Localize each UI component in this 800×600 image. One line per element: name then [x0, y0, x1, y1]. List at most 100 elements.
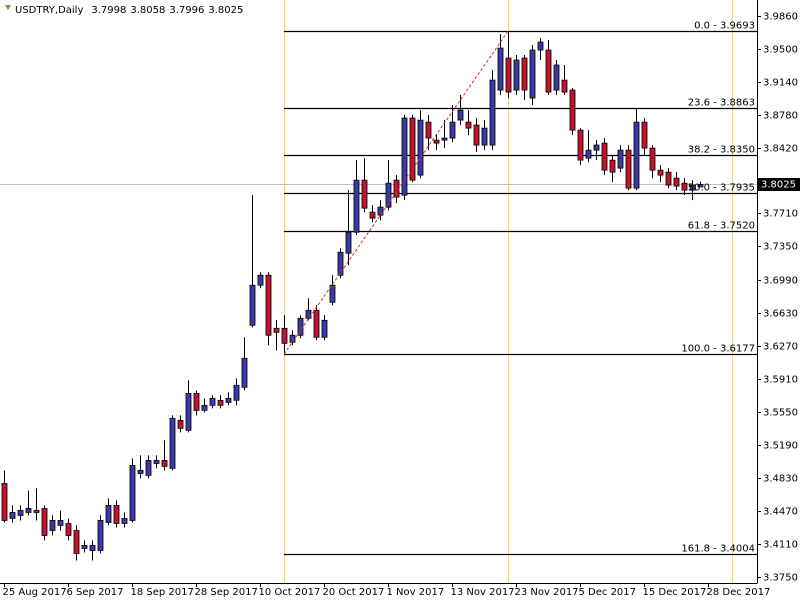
candle-body	[1, 483, 8, 521]
candle-body	[465, 121, 472, 129]
y-tick-label: 3.7350	[763, 242, 798, 253]
candle-body	[425, 121, 432, 139]
header-icon	[5, 5, 11, 10]
candle-body	[409, 117, 416, 181]
candle-body	[265, 274, 272, 336]
candle-body	[225, 397, 232, 403]
candle-body	[137, 470, 144, 474]
candle-body	[529, 49, 536, 99]
x-tick-label: 13 Nov 2017	[451, 587, 515, 598]
x-tick-label: 25 Aug 2017	[3, 587, 67, 598]
candle-body	[25, 508, 32, 513]
y-tick-label: 3.9860	[763, 12, 798, 23]
x-tick-label: 1 Nov 2017	[387, 587, 445, 598]
candle-body	[185, 392, 192, 431]
candle-body	[65, 523, 72, 536]
candle-body	[145, 460, 152, 476]
candle-body	[689, 184, 696, 191]
candle-body	[433, 139, 440, 144]
candle-body	[553, 64, 560, 91]
candle-body	[217, 399, 224, 406]
y-tick-label: 3.4470	[763, 507, 798, 518]
candle-body	[537, 41, 544, 51]
y-tick-label: 3.4830	[763, 474, 798, 485]
candle-body	[601, 142, 608, 171]
x-tick-label: 20 Oct 2017	[323, 587, 385, 598]
fib-label: 23.6 - 3.8863	[688, 98, 755, 109]
candle-body	[121, 518, 128, 524]
fib-label: 38.2 - 3.8350	[688, 145, 755, 156]
y-tick-label: 3.5190	[763, 441, 798, 452]
candle-body	[161, 460, 168, 467]
candle-body	[49, 520, 56, 531]
candle-body	[33, 510, 40, 513]
x-tick-label: 10 Oct 2017	[259, 587, 321, 598]
x-tick-label: 28 Dec 2017	[707, 587, 771, 598]
header-open: 3.7998	[91, 5, 126, 16]
candle-body	[97, 520, 104, 551]
candle-body	[673, 177, 680, 187]
y-tick-label: 3.6270	[763, 342, 798, 353]
candles	[1, 31, 704, 561]
fib-label: 0.0 - 3.9693	[694, 21, 755, 32]
candle-body	[681, 182, 688, 191]
price-box	[757, 178, 800, 191]
candle-body	[665, 171, 672, 186]
candle-body	[57, 520, 64, 526]
y-tick-label: 3.9500	[763, 45, 798, 56]
candle-body	[169, 417, 176, 469]
candle-body	[633, 121, 640, 189]
candle-body	[569, 89, 576, 131]
candle-body	[441, 137, 448, 141]
candle-body	[17, 510, 24, 516]
candle-body	[297, 317, 304, 336]
candle-body	[289, 334, 296, 343]
x-tick-label: 28 Sep 2017	[195, 587, 258, 598]
candle-body	[521, 57, 528, 91]
candle-body	[209, 397, 216, 406]
header: USDTRY,Daily 3.7998 3.8058 3.7996 3.8025	[15, 5, 243, 16]
candle-body	[9, 512, 16, 519]
candle-body	[89, 545, 96, 551]
candle-body	[313, 309, 320, 338]
y-tick-label: 3.8420	[763, 144, 798, 155]
candle-body	[273, 327, 280, 333]
candle-body	[545, 49, 552, 93]
candle-body	[377, 206, 384, 216]
candle-body	[617, 149, 624, 169]
y-tick-label: 3.3750	[763, 573, 798, 584]
candle-body	[417, 119, 424, 176]
fib-label: 100.0 - 3.6177	[681, 344, 755, 355]
candle-body	[353, 179, 360, 233]
candle-body	[609, 159, 616, 173]
candle-body	[625, 149, 632, 189]
candle-body	[593, 144, 600, 151]
candle-body	[129, 464, 136, 521]
y-tick-label: 3.7710	[763, 209, 798, 220]
y-tick-label: 3.5910	[763, 375, 798, 386]
candle-body	[81, 545, 88, 549]
fib-label: 61.8 - 3.7520	[688, 221, 755, 232]
x-tick-label: 5 Dec 2017	[579, 587, 637, 598]
candle-body	[481, 127, 488, 146]
candle-body	[449, 121, 456, 139]
candle-body	[385, 182, 392, 208]
candle-body	[105, 505, 112, 523]
candle-body	[193, 392, 200, 411]
x-tick-label: 6 Sep 2017	[67, 587, 124, 598]
candle-body	[513, 59, 520, 91]
candle-body	[577, 129, 584, 161]
candle-body	[457, 109, 464, 121]
header-close: 3.8025	[208, 5, 243, 16]
candle-body	[257, 274, 264, 286]
fib-trendline	[283, 31, 509, 355]
front-layer: 3.9860 3.9500 3.9140 3.8780 3.8420 3.7710 3.73…	[3, 12, 800, 598]
candle-body	[657, 169, 664, 176]
candle-body	[401, 117, 408, 196]
candle-body	[249, 284, 256, 326]
candle-body	[345, 231, 352, 254]
candle-body	[41, 508, 48, 536]
